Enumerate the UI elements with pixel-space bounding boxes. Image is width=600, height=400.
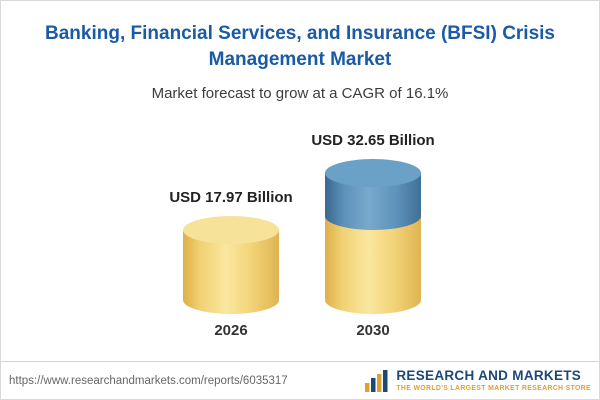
logo-text: RESEARCH AND MARKETS THE WORLD'S LARGEST… bbox=[396, 367, 591, 393]
report-url: https://www.researchandmarkets.com/repor… bbox=[9, 374, 288, 387]
category-label-2026: 2026 bbox=[214, 322, 248, 339]
chart-subtitle: Market forecast to grow at a CAGR of 16.… bbox=[151, 85, 449, 102]
company-logo: RESEARCH AND MARKETS THE WORLD'S LARGEST… bbox=[364, 367, 591, 393]
chart-title: Banking, Financial Services, and Insuran… bbox=[45, 23, 555, 70]
bar-2030-yellow-segment bbox=[325, 215, 421, 314]
value-label-2026: USD 17.97 Billion bbox=[169, 188, 293, 206]
bar-2030-blue-segment bbox=[325, 158, 421, 230]
logo-tagline: THE WORLD'S LARGEST MARKET RESEARCH STOR… bbox=[396, 385, 591, 393]
logo-name: RESEARCH AND MARKETS bbox=[396, 367, 582, 383]
category-label-2030: 2030 bbox=[356, 322, 390, 339]
bar-2026-top-cap bbox=[183, 215, 279, 244]
bar-2030-top-cap bbox=[325, 158, 421, 187]
value-label-2030: USD 32.65 Billion bbox=[311, 131, 435, 149]
bar-2030 bbox=[325, 158, 421, 314]
bar-2026-body bbox=[183, 229, 279, 314]
footer-bar: https://www.researchandmarkets.com/repor… bbox=[1, 361, 599, 399]
logo-bars-icon bbox=[365, 369, 388, 392]
bar-2026 bbox=[183, 215, 279, 314]
